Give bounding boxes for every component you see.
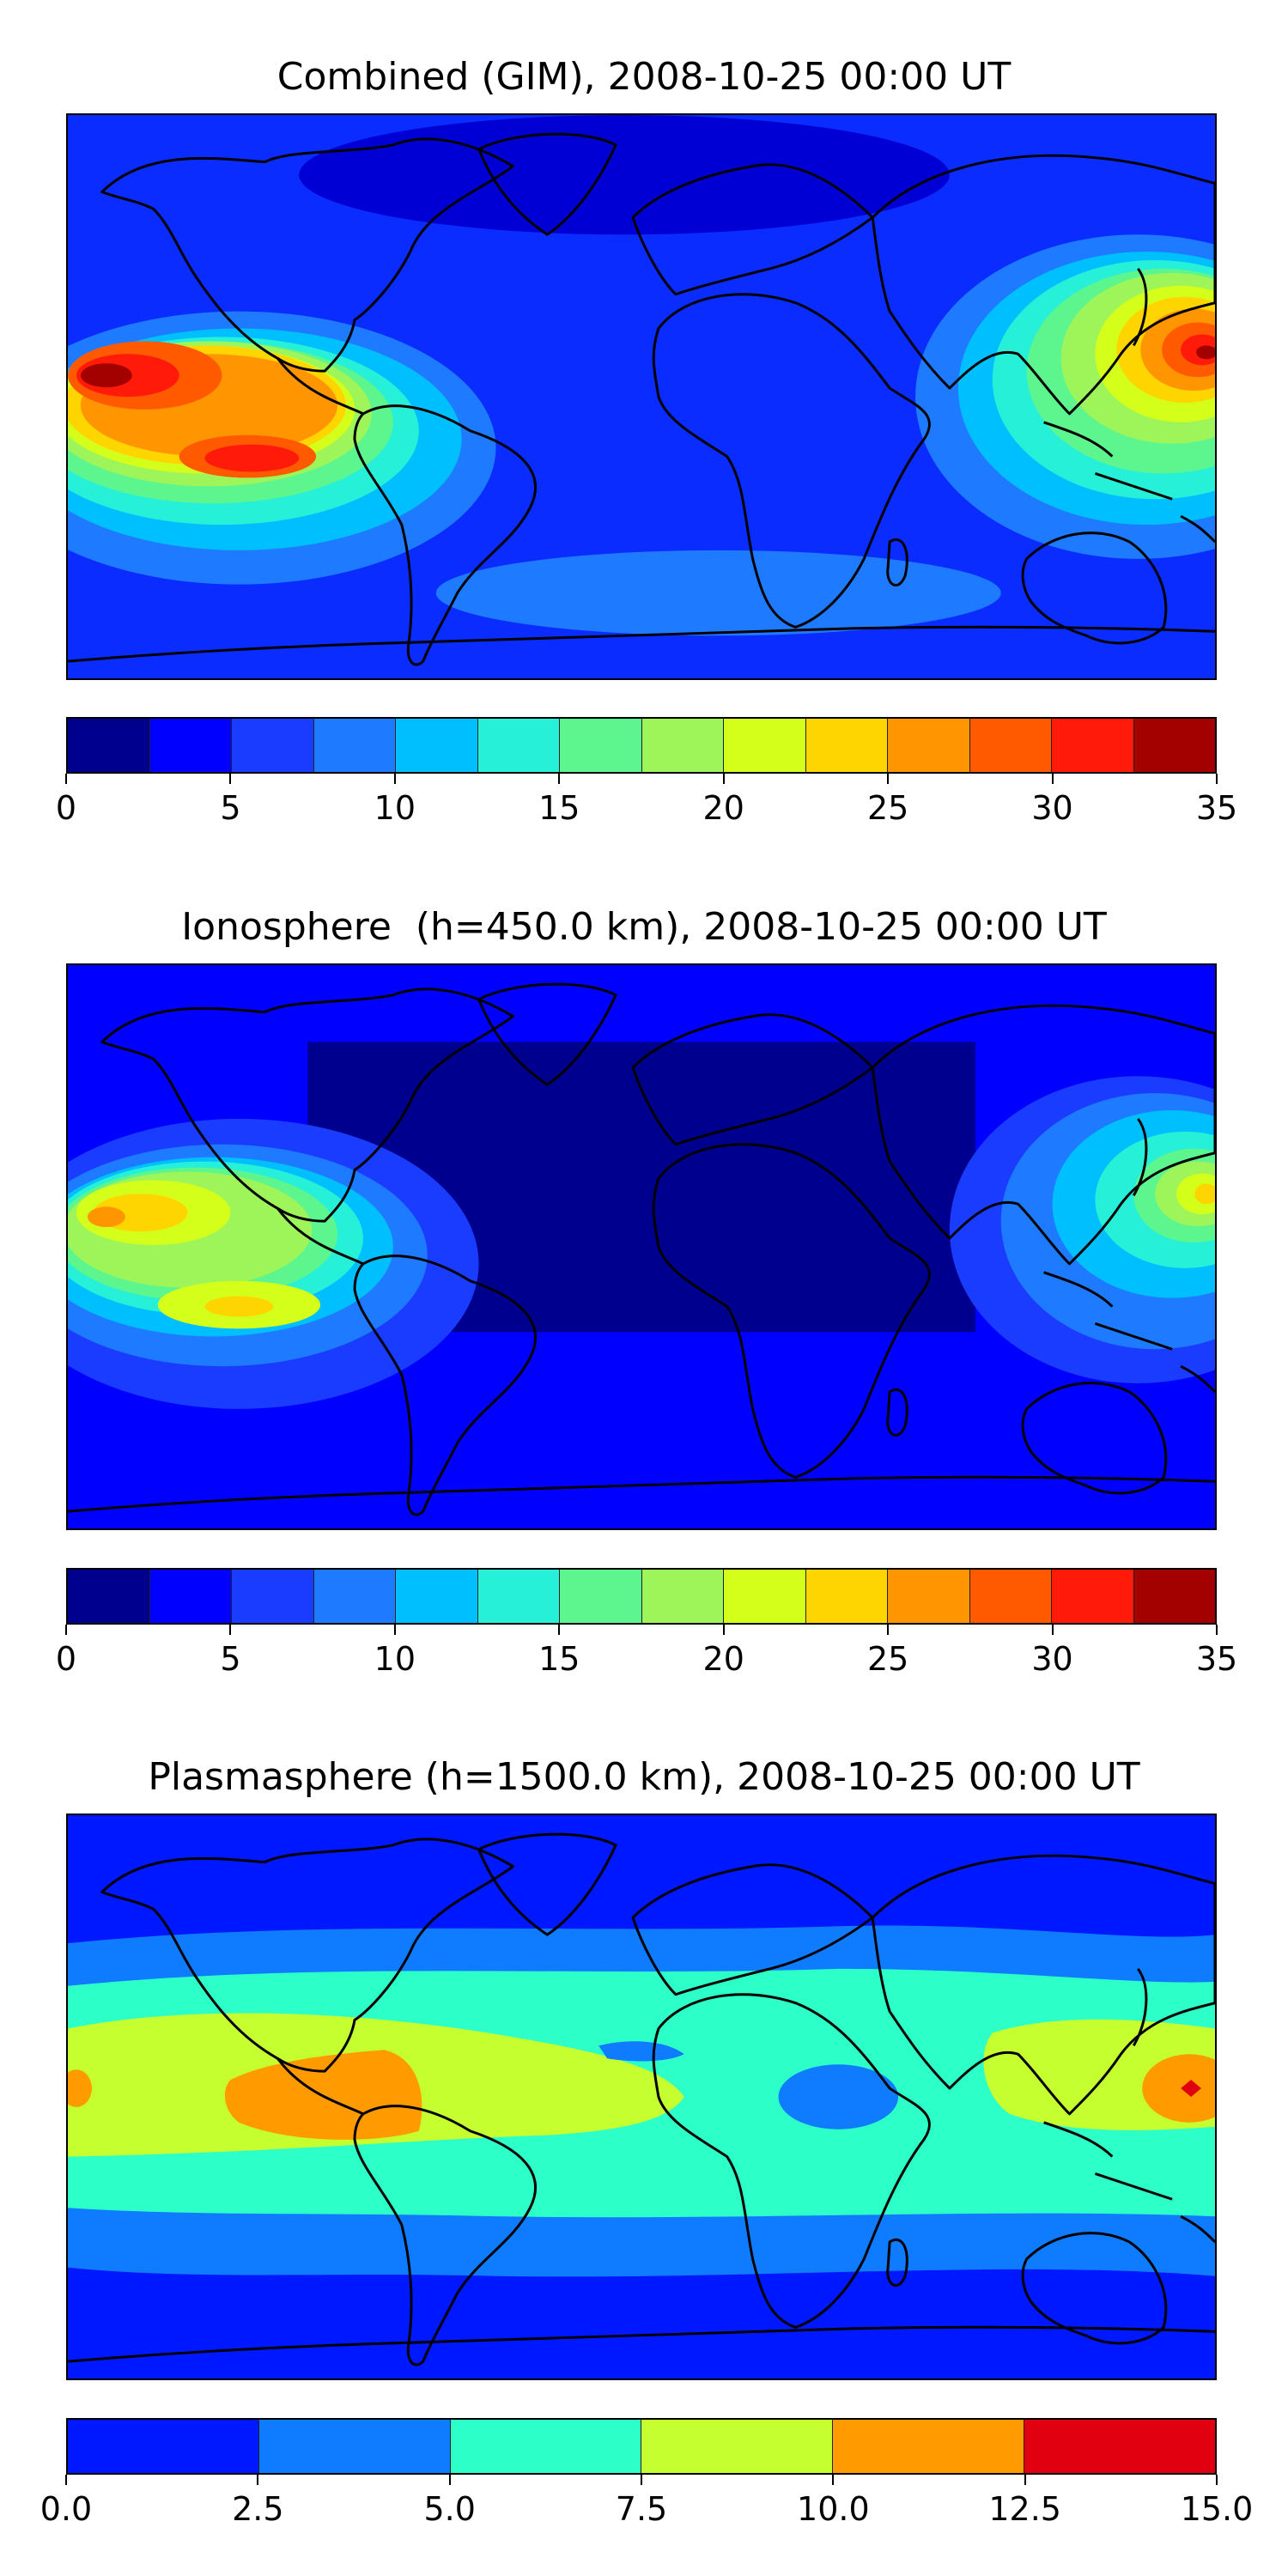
panel-1-colorbar bbox=[66, 717, 1217, 774]
panel-3-map[interactable] bbox=[66, 1814, 1217, 2380]
colorbar-segment bbox=[477, 719, 560, 772]
tick-label: 25 bbox=[866, 789, 909, 827]
panel-2-title: Ionosphere (h=450.0 km), 2008-10-25 00:0… bbox=[181, 905, 1107, 949]
colorbar-segment bbox=[258, 2420, 451, 2473]
tick-label: 35 bbox=[1195, 1640, 1238, 1678]
colorbar-segment bbox=[1133, 1570, 1215, 1623]
colorbar-segment bbox=[149, 719, 232, 772]
colorbar-segment bbox=[450, 2420, 642, 2473]
colorbar-segment bbox=[1052, 1570, 1134, 1623]
colorbar-segment bbox=[232, 719, 314, 772]
colorbar-segment bbox=[232, 1570, 314, 1623]
colorbar-segment bbox=[724, 1570, 806, 1623]
colorbar-segment bbox=[724, 719, 806, 772]
colorbar-segment bbox=[805, 1570, 888, 1623]
tick-label: 15 bbox=[538, 1640, 580, 1678]
tick-label: 15.0 bbox=[1180, 2490, 1254, 2528]
tick-label: 20 bbox=[702, 789, 744, 827]
colorbar-segment bbox=[969, 1570, 1052, 1623]
panel-1-map[interactable] bbox=[66, 113, 1217, 680]
colorbar-segment bbox=[888, 719, 970, 772]
colorbar-segment bbox=[68, 2420, 259, 2473]
tick-label: 5 bbox=[220, 1640, 241, 1678]
tick-label: 0 bbox=[55, 789, 77, 827]
panel-1-colorbar-ticks: 0 5 10 15 20 25 30 35 bbox=[56, 774, 1237, 827]
tick-label: 10 bbox=[374, 1640, 416, 1678]
colorbar-segment bbox=[396, 719, 478, 772]
panel-3-title: Plasmasphere (h=1500.0 km), 2008-10-25 0… bbox=[148, 1755, 1140, 1799]
tick-label: 30 bbox=[1031, 789, 1073, 827]
colorbar-segment bbox=[641, 1570, 724, 1623]
colorbar-segment bbox=[313, 1570, 396, 1623]
colorbar-segment bbox=[560, 719, 642, 772]
tick-label: 7.5 bbox=[615, 2490, 668, 2528]
tick-label: 25 bbox=[866, 1640, 909, 1678]
colorbar-segment bbox=[68, 1570, 150, 1623]
colorbar-segment bbox=[560, 1570, 642, 1623]
colorbar-segment bbox=[313, 719, 396, 772]
tick-label: 30 bbox=[1031, 1640, 1073, 1678]
panel-1-title: Combined (GIM), 2008-10-25 00:00 UT bbox=[276, 55, 1012, 99]
tick-label: 5 bbox=[220, 789, 241, 827]
colorbar-segment bbox=[641, 719, 724, 772]
tick-label: 2.5 bbox=[232, 2490, 284, 2528]
colorbar-segment bbox=[969, 719, 1052, 772]
tick-label: 0 bbox=[55, 1640, 77, 1678]
colorbar-segment bbox=[1052, 719, 1134, 772]
panel-2-colorbar bbox=[66, 1568, 1217, 1625]
colorbar-segment bbox=[1024, 2420, 1215, 2473]
panel-3-colorbar bbox=[66, 2418, 1217, 2475]
panel-2-colorbar-ticks: 0 5 10 15 20 25 30 35 bbox=[56, 1625, 1237, 1678]
colorbar-segment bbox=[477, 1570, 560, 1623]
tick-label: 10 bbox=[374, 789, 416, 827]
tick-label: 20 bbox=[702, 1640, 744, 1678]
panel-2-map-field bbox=[68, 965, 1215, 1528]
panel-1-map-field bbox=[68, 115, 1215, 678]
colorbar-segment bbox=[888, 1570, 970, 1623]
panel-3-colorbar-ticks: 0.0 2.5 5.0 7.5 10.0 12.5 15.0 bbox=[40, 2475, 1253, 2528]
tick-label: 10.0 bbox=[797, 2490, 870, 2528]
panel-3-map-field bbox=[68, 1815, 1215, 2379]
colorbar-segment bbox=[68, 719, 150, 772]
colorbar-segment bbox=[1133, 719, 1215, 772]
colorbar-segment bbox=[805, 719, 888, 772]
colorbar-segment bbox=[396, 1570, 478, 1623]
tick-label: 12.5 bbox=[988, 2490, 1061, 2528]
panel-2-map[interactable] bbox=[66, 963, 1217, 1530]
colorbar-segment bbox=[149, 1570, 232, 1623]
tick-label: 5.0 bbox=[423, 2490, 476, 2528]
tick-label: 35 bbox=[1195, 789, 1238, 827]
tick-label: 0.0 bbox=[39, 2490, 93, 2528]
colorbar-segment bbox=[641, 2420, 834, 2473]
colorbar-segment bbox=[833, 2420, 1025, 2473]
tick-label: 15 bbox=[538, 789, 580, 827]
